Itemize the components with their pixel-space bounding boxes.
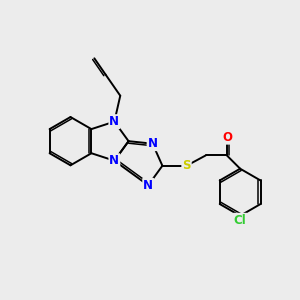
Text: S: S: [182, 159, 191, 172]
Text: N: N: [143, 179, 153, 192]
Text: N: N: [110, 115, 119, 128]
Text: N: N: [148, 137, 158, 150]
Text: N: N: [110, 154, 119, 167]
Text: O: O: [222, 131, 232, 144]
Text: Cl: Cl: [234, 214, 247, 227]
